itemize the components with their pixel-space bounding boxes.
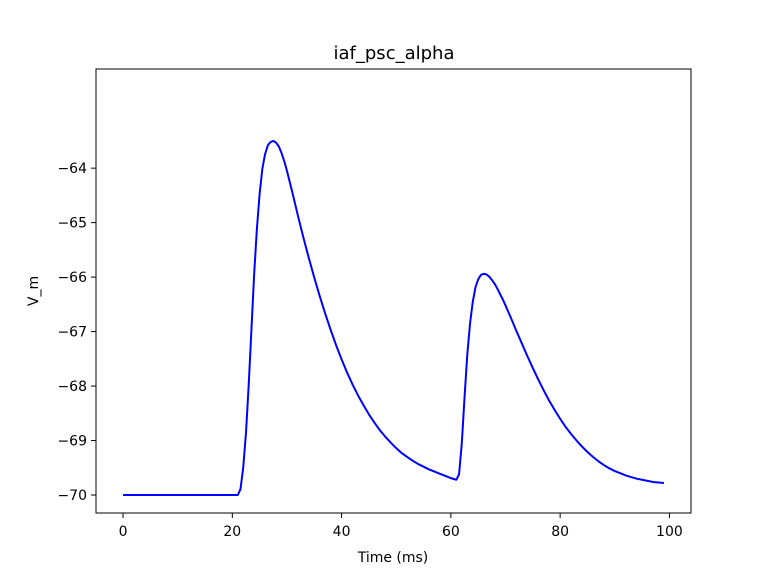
y-axis-label: V_m — [26, 276, 42, 306]
plot-background — [96, 69, 691, 513]
series-line-0 — [123, 139, 665, 497]
y-axis-ticks: −70 −69 −68 −67 −66 −65 −64 — [57, 161, 96, 504]
y-tick-label: −70 — [57, 488, 87, 504]
x-tick-label: 20 — [223, 524, 241, 540]
plot-area — [95, 68, 692, 514]
series-layer — [123, 139, 665, 497]
x-tick-label: 100 — [656, 524, 683, 540]
y-tick-label: −66 — [57, 270, 87, 286]
x-tick-label: 40 — [333, 524, 351, 540]
x-tick-label: 80 — [551, 524, 569, 540]
y-tick-label: −65 — [57, 216, 87, 232]
y-tick-label: −64 — [57, 161, 87, 177]
y-tick-label: −69 — [57, 434, 87, 450]
x-tick-label: 0 — [119, 524, 128, 540]
x-axis-label: Time (ms) — [357, 550, 429, 566]
y-tick-label: −67 — [57, 325, 87, 341]
chart-title: iaf_psc_alpha — [334, 43, 455, 64]
x-tick-label: 60 — [442, 524, 460, 540]
x-axis-ticks: 0 20 40 60 80 100 — [119, 513, 683, 540]
y-tick-label: −68 — [57, 379, 87, 395]
plot-frame — [95, 68, 692, 514]
